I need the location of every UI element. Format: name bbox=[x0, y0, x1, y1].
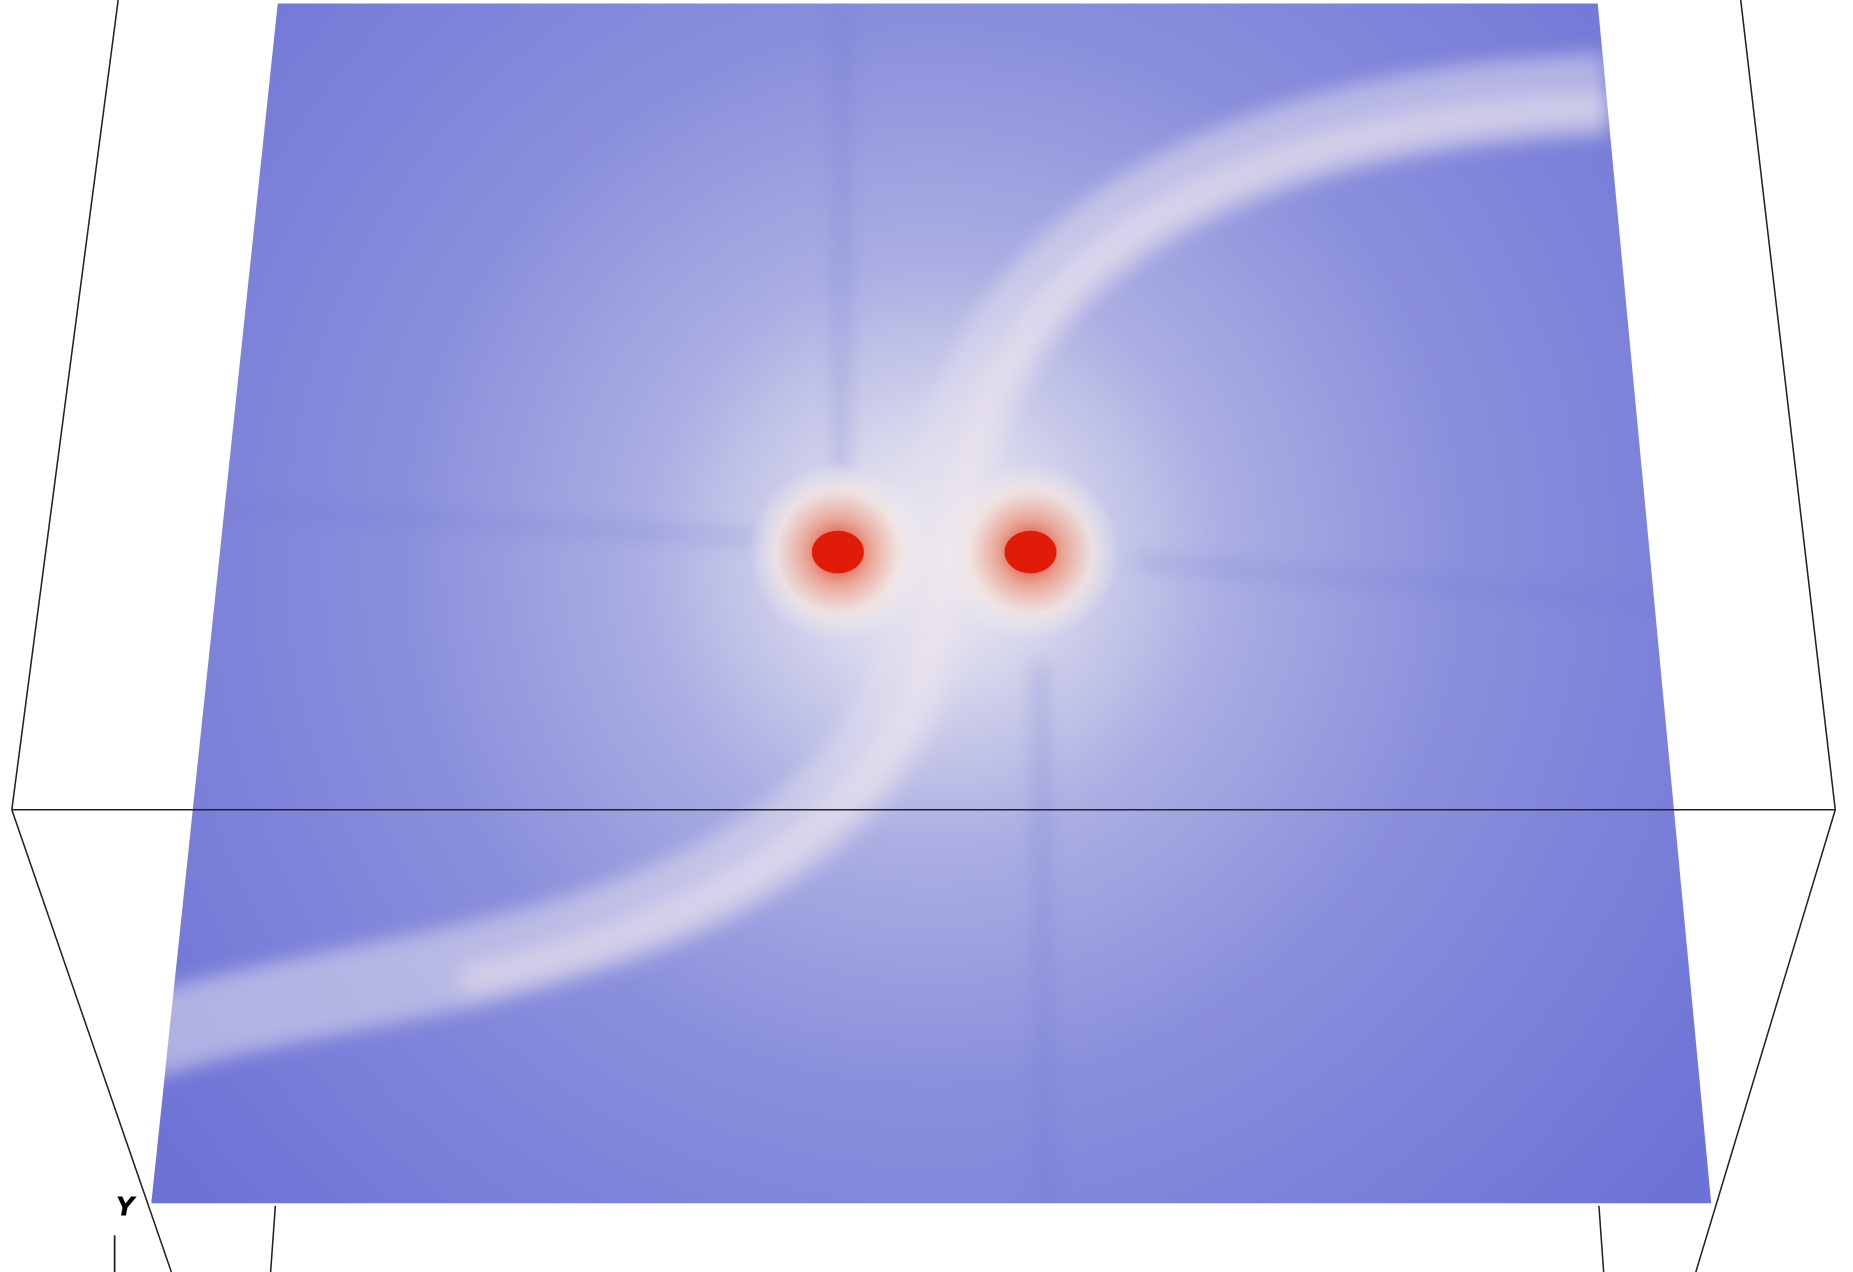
render-view: Y bbox=[0, 0, 1853, 1272]
axis-label: Y bbox=[116, 1192, 138, 1222]
orientation-axes: Y bbox=[115, 1192, 138, 1272]
slice bbox=[0, 0, 1853, 1272]
